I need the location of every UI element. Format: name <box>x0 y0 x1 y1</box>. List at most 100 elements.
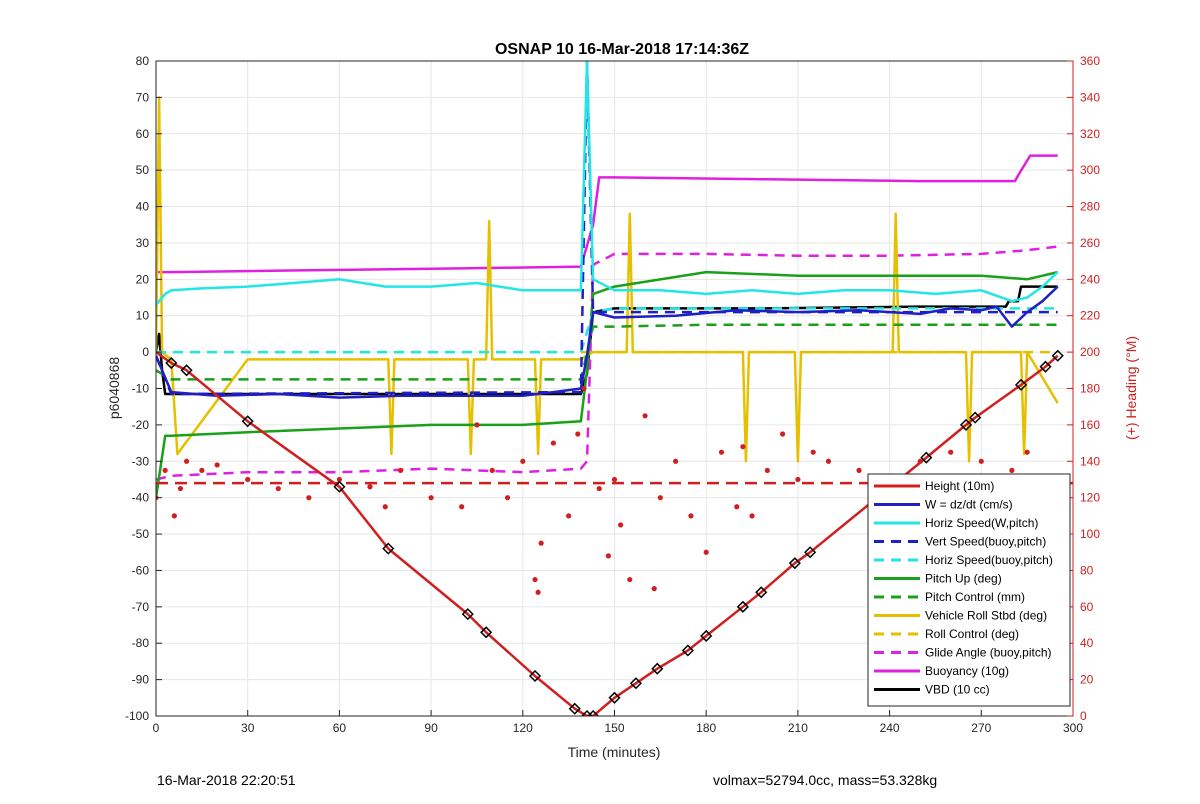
y-tick-label-right: 40 <box>1080 636 1094 650</box>
y-tick-label-left: -90 <box>132 673 150 687</box>
heading-point <box>618 522 624 528</box>
height-marker <box>629 677 642 690</box>
heading-point <box>520 458 526 464</box>
y-tick-label-left: 40 <box>136 200 150 214</box>
heading-point <box>673 458 679 464</box>
heading-point <box>575 431 581 437</box>
series-line <box>156 351 1059 716</box>
y-tick-label-right: 20 <box>1080 673 1094 687</box>
height-marker <box>700 629 713 643</box>
heading-point <box>825 458 832 464</box>
height-marker <box>1051 349 1064 362</box>
heading-point <box>651 586 657 592</box>
y-tick-label-left: -80 <box>132 636 150 650</box>
heading-point <box>199 467 205 473</box>
y-tick-label-right: 160 <box>1080 418 1100 432</box>
y-tick-label-right: 360 <box>1080 54 1100 68</box>
heading-point <box>245 476 251 483</box>
y-tick-label-right: 100 <box>1080 527 1100 541</box>
y-tick-label-left: 30 <box>136 236 150 250</box>
series-line <box>156 270 1058 498</box>
x-tick-label: 240 <box>880 721 900 735</box>
height-marker <box>1039 360 1052 373</box>
height-marker <box>568 702 581 715</box>
heading-point <box>382 504 388 510</box>
y-tick-label-right: 140 <box>1080 454 1100 468</box>
series-line <box>156 154 1058 274</box>
heading-point <box>306 495 312 501</box>
height-marker <box>241 415 254 428</box>
height-marker <box>480 626 493 639</box>
y-tick-label-left: 80 <box>136 54 150 68</box>
chart-title: OSNAP 10 16-Mar-2018 17:14:36Z <box>495 41 749 58</box>
heading-point <box>474 422 480 428</box>
y-tick-label-right: 120 <box>1080 491 1100 505</box>
y-tick-label-right: 240 <box>1080 272 1100 286</box>
y-axis-label-right: (+) Heading (°M) <box>1123 336 1139 440</box>
heading-point <box>177 485 184 492</box>
heading-point <box>538 540 544 546</box>
height-marker <box>681 644 694 657</box>
legend-label: W = dz/dt (cm/s) <box>925 498 1013 512</box>
y-tick-label-right: 220 <box>1080 309 1100 323</box>
heading-point <box>780 431 786 437</box>
x-ticks: 0 30 60 90 120 150 180 210 240 270 300 <box>153 710 1083 735</box>
heading-point <box>162 467 168 473</box>
height-marker <box>382 542 395 555</box>
heading-point <box>627 576 633 583</box>
y-ticks-left: -100-90-80-70-60-50-40-30-20-10010203040… <box>125 54 162 723</box>
heading-point <box>596 485 602 492</box>
heading-point <box>657 495 663 501</box>
heading-point <box>948 449 954 455</box>
heading-point <box>718 449 725 455</box>
heading-point <box>367 484 373 490</box>
y-tick-label-left: -10 <box>132 382 150 396</box>
y-tick-label-left: 20 <box>136 272 150 286</box>
height-marker <box>959 418 973 431</box>
footer-timestamp: 16-Mar-2018 22:20:51 <box>157 772 296 788</box>
y-tick-label-left: 0 <box>142 345 149 359</box>
y-tick-label-right: 300 <box>1080 163 1100 177</box>
height-marker <box>788 557 801 570</box>
legend-label: Vert Speed(buoy,pitch) <box>925 535 1046 549</box>
y-tick-label-right: 260 <box>1080 236 1100 250</box>
y-tick-label-right: 320 <box>1080 127 1100 141</box>
y-tick-label-left: -60 <box>132 563 150 577</box>
series-line <box>156 307 1058 354</box>
y-tick-label-right: 0 <box>1080 709 1087 723</box>
x-tick-label: 150 <box>604 721 624 735</box>
height-marker <box>755 586 768 599</box>
height-marker <box>528 669 542 683</box>
height-marker <box>608 691 621 704</box>
height-marker <box>920 451 933 464</box>
height-markers <box>165 349 1064 716</box>
y-tick-label-left: -20 <box>132 418 150 432</box>
heading-point <box>703 549 709 555</box>
heading-point <box>428 495 434 501</box>
heading-point <box>504 495 511 501</box>
series-line <box>156 61 1059 306</box>
y-tick-label-left: 50 <box>136 163 150 177</box>
legend-label: Pitch Control (mm) <box>925 590 1025 604</box>
x-tick-label: 180 <box>696 721 716 735</box>
heading-point <box>856 467 862 473</box>
series-line <box>156 285 1059 399</box>
x-tick-label: 120 <box>513 721 533 735</box>
legend-label: Buoyancy (10g) <box>925 664 1009 678</box>
y-axis-label-left: p6040868 <box>106 357 122 420</box>
heading-point <box>336 476 342 483</box>
heading-point <box>917 458 923 464</box>
series-line <box>156 61 1058 396</box>
heading-point <box>275 485 281 492</box>
heading-point <box>183 458 190 464</box>
y-tick-label-left: 60 <box>136 127 150 141</box>
series-lines <box>156 61 1059 716</box>
heading-point <box>764 467 770 473</box>
x-tick-label: 300 <box>1063 721 1083 735</box>
y-tick-label-right: 280 <box>1080 200 1100 214</box>
legend-label: Horiz Speed(buoy,pitch) <box>925 553 1053 567</box>
heading-point <box>535 589 541 595</box>
heading-point <box>734 504 740 510</box>
heading-point <box>749 513 755 519</box>
